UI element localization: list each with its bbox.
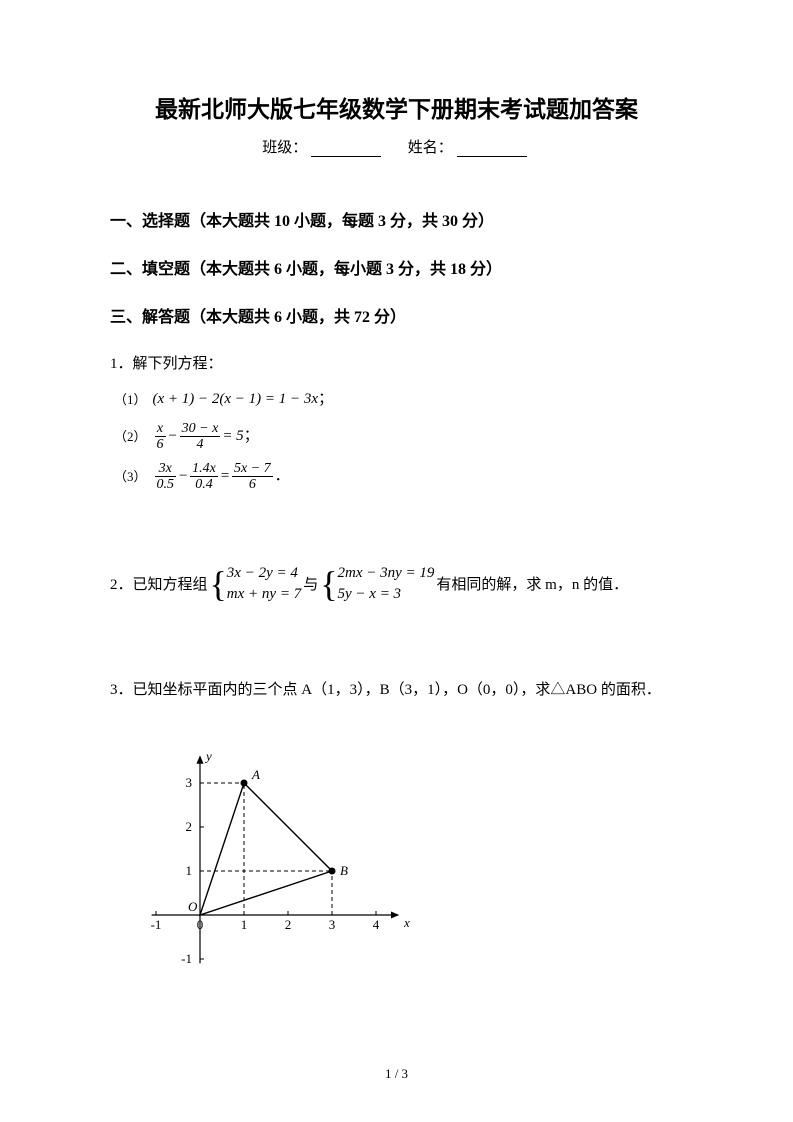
q2-g1-l2: mx + ny = 7: [227, 584, 301, 605]
page-title: 最新北师大版七年级数学下册期末考试题加答案: [110, 90, 683, 124]
info-row: 班级： 姓名：: [110, 136, 683, 157]
q1-p3-f1n: 3x: [155, 461, 177, 477]
svg-text:y: y: [204, 748, 212, 763]
q1-p2-semi: ；: [244, 423, 259, 450]
q2-mid: 与: [303, 573, 318, 594]
q1-p3-m1: −: [178, 463, 188, 490]
q2-head: 2．已知方程组: [110, 573, 208, 594]
q2-group1: { 3x − 2y = 4 mx + ny = 7: [210, 563, 302, 605]
q2-g2-l2: 5y − x = 3: [338, 584, 435, 605]
q1-p3-m2: =: [220, 463, 230, 490]
q1-part1: （1） (x + 1) − 2(x − 1) = 1 − 3x；: [110, 386, 683, 413]
svg-text:2: 2: [186, 819, 193, 834]
q2-g1-l1: 3x − 2y = 4: [227, 563, 301, 584]
brace-icon: {: [320, 566, 337, 602]
q1-p3-f3n: 5x − 7: [232, 461, 273, 477]
class-blank: [311, 156, 381, 157]
q1-head: 1．解下列方程：: [110, 351, 683, 378]
q1-p1-semi: ；: [318, 386, 333, 413]
svg-text:0: 0: [197, 917, 204, 932]
svg-text:A: A: [251, 767, 260, 782]
svg-text:-1: -1: [181, 951, 192, 965]
q1-p2-mid: −: [168, 423, 178, 450]
q1-p3-f1d: 0.5: [155, 477, 177, 492]
svg-text:-1: -1: [151, 917, 162, 932]
q1-p3-f2n: 1.4x: [190, 461, 218, 477]
q1-p3-dot: ．: [275, 463, 290, 490]
q1-part2: （2） x6 − 30 − x4 = 5；: [110, 421, 683, 453]
page-number: 1 / 3: [0, 1066, 793, 1082]
svg-text:3: 3: [186, 775, 193, 790]
name-label: 姓名：: [408, 140, 453, 156]
question-2: 2．已知方程组 { 3x − 2y = 4 mx + ny = 7 与 { 2m…: [110, 563, 683, 605]
svg-text:B: B: [340, 863, 348, 878]
q1-part3: （3） 3x0.5 − 1.4x0.4 = 5x − 76 ．: [110, 461, 683, 493]
section-2-header: 二、填空题（本大题共 6 小题，每小题 3 分，共 18 分）: [110, 255, 683, 279]
question-3: 3．已知坐标平面内的三个点 A（1，3），B（3，1），O（0，0），求△ABO…: [110, 675, 683, 705]
brace-icon: {: [210, 566, 227, 602]
q2-g2-l1: 2mx − 3ny = 19: [338, 563, 435, 584]
svg-text:O: O: [188, 899, 198, 914]
q1-p2-label: （2）: [114, 425, 147, 448]
q1-p2-rhs: = 5: [222, 423, 243, 450]
q1-p1-label: （1）: [114, 388, 147, 411]
svg-text:1: 1: [186, 863, 193, 878]
q2-tail: 有相同的解，求 m，n 的值．: [436, 573, 628, 594]
svg-text:4: 4: [373, 917, 380, 932]
name-blank: [457, 156, 527, 157]
section-1-header: 一、选择题（本大题共 10 小题，每题 3 分，共 30 分）: [110, 207, 683, 231]
svg-text:3: 3: [329, 917, 336, 932]
q1-p3-label: （3）: [114, 465, 147, 488]
q1-p3-f3d: 6: [232, 477, 273, 492]
class-label: 班级：: [262, 140, 307, 156]
q1-p2-f1n: x: [155, 421, 166, 437]
q1-p2-f1d: 6: [155, 437, 166, 452]
svg-text:x: x: [403, 915, 410, 930]
q1-p2-f2d: 4: [180, 437, 221, 452]
svg-text:2: 2: [285, 917, 292, 932]
q1-p2-f2n: 30 − x: [180, 421, 221, 437]
q2-group2: { 2mx − 3ny = 19 5y − x = 3: [320, 563, 434, 605]
q1-p1-eq: (x + 1) − 2(x − 1) = 1 − 3x: [153, 386, 319, 413]
svg-text:1: 1: [241, 917, 248, 932]
q1-p3-f2d: 0.4: [190, 477, 218, 492]
coordinate-chart: -1 0 1 2 3 4 -1 1 2 3 x y O A B: [150, 735, 420, 965]
section-3-header: 三、解答题（本大题共 6 小题，共 72 分）: [110, 303, 683, 327]
question-1: 1．解下列方程： （1） (x + 1) − 2(x − 1) = 1 − 3x…: [110, 351, 683, 493]
